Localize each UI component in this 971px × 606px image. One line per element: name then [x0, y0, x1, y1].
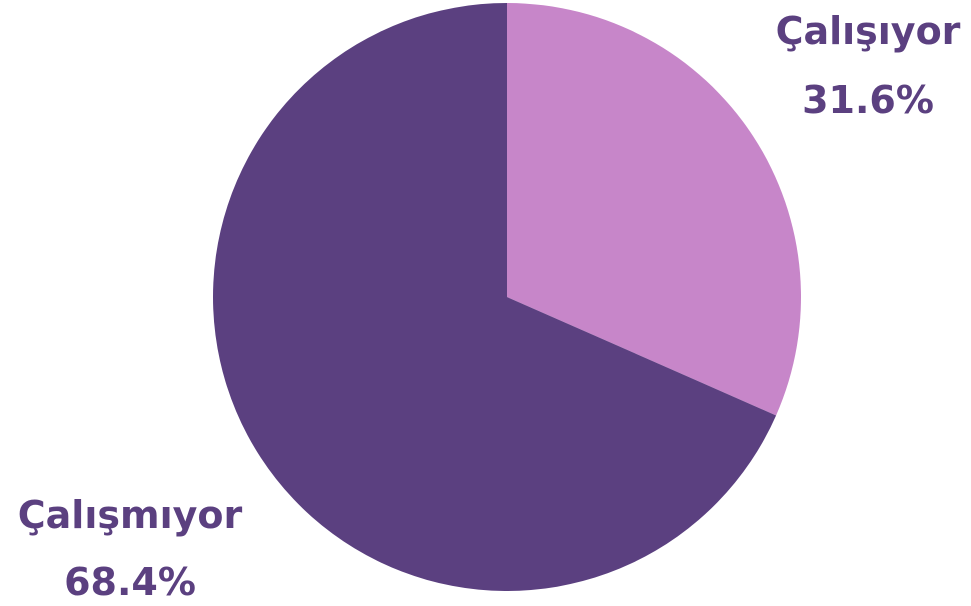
slice-calismiyor: [213, 3, 777, 592]
pie-slices: [213, 3, 801, 592]
slice-label-calismiyor: Çalışmıyor: [18, 493, 243, 537]
slice-label-calisiyor: Çalışıyor: [776, 9, 961, 53]
slice-value-calisiyor: 31.6%: [802, 78, 934, 122]
slice-calisiyor: [507, 3, 801, 416]
slice-value-calismiyor: 68.4%: [64, 560, 196, 604]
